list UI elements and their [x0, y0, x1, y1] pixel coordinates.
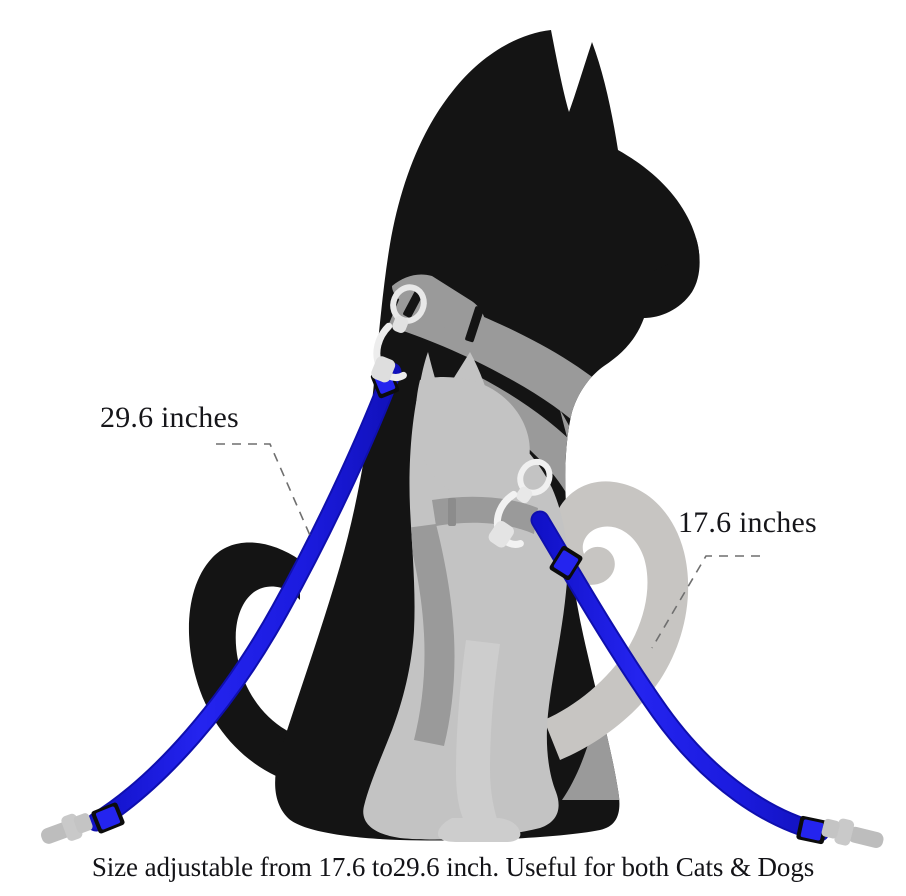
leader-line-right: [651, 555, 760, 649]
label-short-length: 17.6 inches: [678, 506, 817, 539]
cat-front-leg: [456, 640, 500, 828]
dog-hook-swivel: [392, 315, 409, 333]
leash-right-adjuster: [549, 545, 583, 581]
cat-hook-shank: [488, 521, 514, 548]
cat-paw: [438, 818, 521, 842]
leash-right-branch: [530, 510, 884, 849]
cat-head: [415, 377, 530, 500]
cat-leash-snap-hook: [488, 458, 553, 548]
dog-tail: [188, 542, 344, 787]
leash-left-end-clip: [41, 813, 93, 844]
caption-text: Size adjustable from 17.6 to29.6 inch. U…: [91, 852, 815, 882]
cat-collar-notch: [448, 498, 456, 526]
leash-left-branch: [41, 362, 402, 844]
dog-muzzle: [637, 238, 700, 318]
leash-left-strap: [88, 364, 400, 830]
dog-collar-notch-a: [403, 288, 424, 318]
cat-harness-group: [406, 496, 538, 746]
dog-leash-snap-hook: [371, 284, 427, 383]
cat-collar-band: [432, 496, 538, 534]
leash-left-end-adjuster: [91, 802, 125, 834]
leash-right-end-adjuster: [796, 815, 828, 845]
cat-hook-swivel: [516, 486, 533, 504]
label-long-length: 29.6 inches: [100, 401, 239, 434]
leash-right-end-clip: [821, 818, 884, 849]
dog-collar-notch-b: [465, 306, 484, 343]
cat-girth-strap: [406, 524, 455, 746]
dog-hook-shank: [371, 356, 396, 383]
leader-line-left: [216, 443, 313, 541]
